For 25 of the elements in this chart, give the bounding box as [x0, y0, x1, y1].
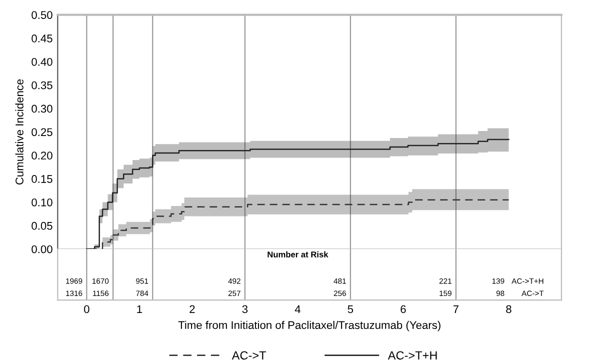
x-tick-label: 1: [137, 305, 142, 314]
y-axis-title: Cumulative Incidence: [15, 79, 24, 184]
x-axis-title: Time from Initiation of Paclitaxel/Trastuzumab (Years): [178, 320, 440, 332]
y-tick-label: 0.25: [32, 128, 52, 136]
y-tick-label: 0.20: [32, 152, 52, 160]
x-tick-label: 4: [294, 305, 300, 314]
y-tick-label: 0.45: [32, 34, 52, 42]
x-tick-label: 5: [348, 305, 354, 314]
x-tick-label: 8: [506, 305, 512, 314]
text: Number at Risk: [268, 251, 328, 258]
y-tick-label: 0.15: [32, 175, 52, 183]
y-tick-label: 0.00: [32, 245, 52, 254]
y-tick-label: 0.35: [32, 81, 52, 90]
legend-label: AC->T+H: [388, 351, 437, 360]
x-tick-label: 7: [453, 305, 458, 314]
legend-label: AC->T: [232, 351, 266, 360]
x-tick-label: 6: [400, 305, 406, 314]
x-tick-label: 3: [242, 305, 248, 314]
y-tick-label: 0.50: [32, 11, 52, 19]
y-tick-label: 0.10: [32, 198, 52, 206]
x-tick-label: 2: [190, 305, 195, 314]
y-tick-label: 0.05: [32, 222, 52, 230]
x-tick-label: 0: [84, 305, 90, 314]
y-tick-label: 0.40: [32, 58, 52, 66]
y-tick-label: 0.30: [32, 104, 52, 113]
